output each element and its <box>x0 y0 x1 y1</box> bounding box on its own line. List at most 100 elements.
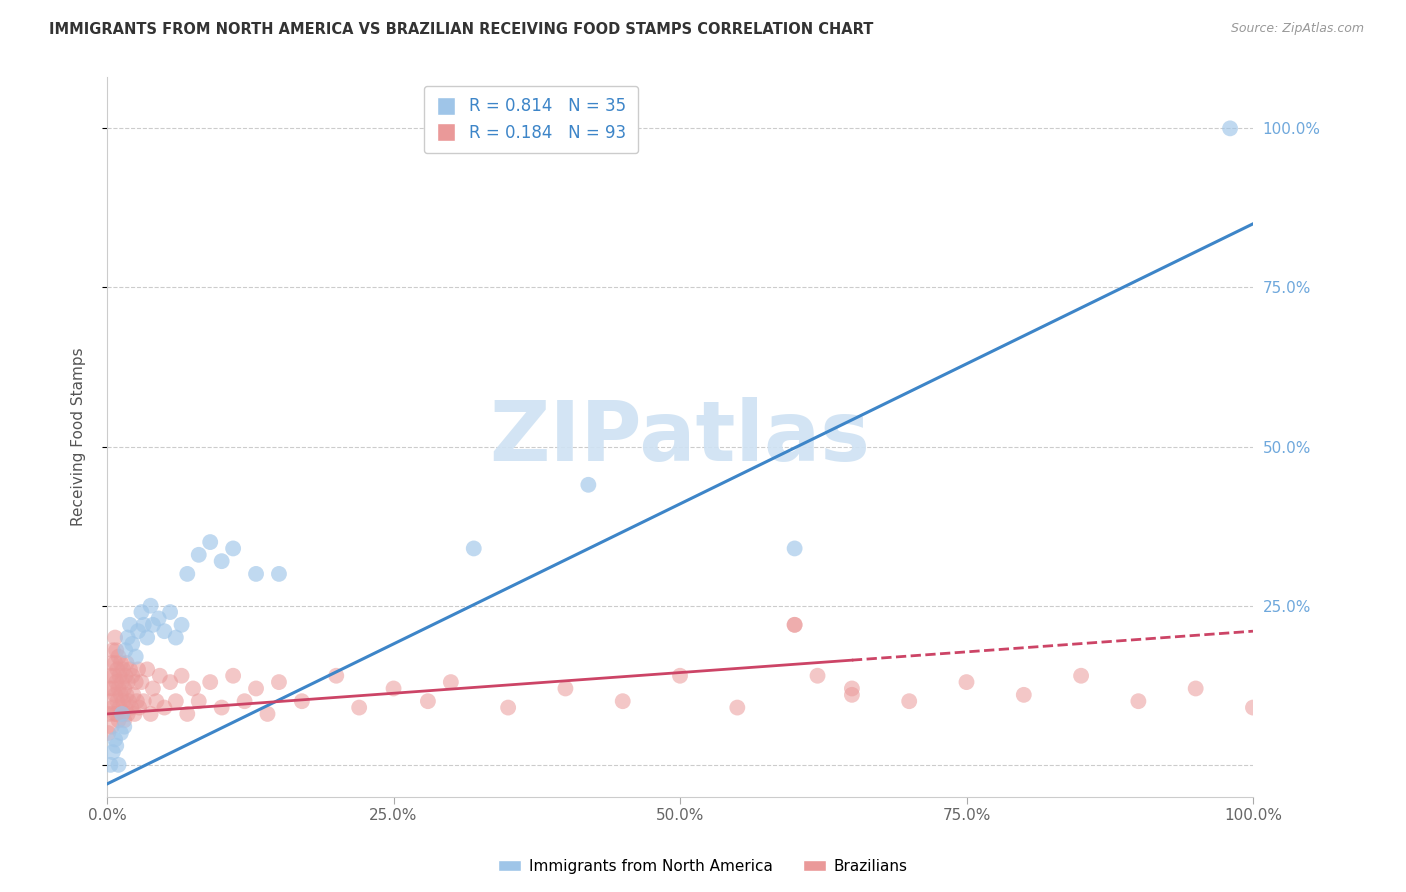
Point <box>200 535 222 549</box>
Point <box>114 643 136 657</box>
Point <box>118 617 141 632</box>
Point <box>104 631 127 645</box>
Point <box>416 694 439 708</box>
Point <box>612 694 634 708</box>
Legend: Immigrants from North America, Brazilians: Immigrants from North America, Brazilian… <box>492 853 914 880</box>
Point <box>291 694 314 708</box>
Point <box>112 694 135 708</box>
Point <box>127 662 149 676</box>
Y-axis label: Receiving Food Stamps: Receiving Food Stamps <box>72 348 86 526</box>
Point <box>382 681 405 696</box>
Point <box>121 669 143 683</box>
Point <box>783 617 806 632</box>
Point <box>1128 694 1150 708</box>
Point <box>105 739 128 753</box>
Text: Source: ZipAtlas.com: Source: ZipAtlas.com <box>1230 22 1364 36</box>
Point <box>176 566 198 581</box>
Point <box>267 675 290 690</box>
Point <box>245 566 267 581</box>
Point <box>783 541 806 556</box>
Point <box>187 694 209 708</box>
Point <box>105 643 128 657</box>
Point <box>120 700 142 714</box>
Text: IMMIGRANTS FROM NORTH AMERICA VS BRAZILIAN RECEIVING FOOD STAMPS CORRELATION CHA: IMMIGRANTS FROM NORTH AMERICA VS BRAZILI… <box>49 22 873 37</box>
Point <box>125 694 148 708</box>
Point <box>101 700 124 714</box>
Point <box>181 681 204 696</box>
Point <box>806 669 828 683</box>
Point <box>440 675 463 690</box>
Point <box>100 694 122 708</box>
Point <box>1012 688 1035 702</box>
Point <box>115 688 138 702</box>
Point <box>105 662 128 676</box>
Point <box>841 688 863 702</box>
Point <box>153 624 176 639</box>
Point <box>100 669 122 683</box>
Point <box>955 675 977 690</box>
Point <box>165 694 187 708</box>
Point <box>256 706 278 721</box>
Point <box>101 681 124 696</box>
Point <box>100 656 122 670</box>
Point <box>112 720 135 734</box>
Point <box>131 605 153 619</box>
Point <box>98 706 121 721</box>
Point <box>108 700 131 714</box>
Point <box>122 688 145 702</box>
Point <box>117 631 139 645</box>
Point <box>554 681 576 696</box>
Point <box>100 757 122 772</box>
Point <box>148 611 170 625</box>
Point <box>124 706 146 721</box>
Point <box>107 714 129 728</box>
Point <box>112 714 135 728</box>
Text: ZIPatlas: ZIPatlas <box>489 397 870 477</box>
Point <box>98 681 121 696</box>
Point <box>898 694 921 708</box>
Point <box>222 669 245 683</box>
Point <box>496 700 519 714</box>
Point <box>117 706 139 721</box>
Legend: R = 0.814   N = 35, R = 0.184   N = 93: R = 0.814 N = 35, R = 0.184 N = 93 <box>425 86 638 153</box>
Point <box>110 688 132 702</box>
Point <box>176 706 198 721</box>
Point <box>142 681 165 696</box>
Point <box>97 726 120 740</box>
Point <box>125 675 148 690</box>
Point <box>463 541 485 556</box>
Point <box>1241 700 1264 714</box>
Point <box>1070 669 1092 683</box>
Point <box>139 599 162 613</box>
Point <box>104 732 127 747</box>
Point <box>108 669 131 683</box>
Point <box>233 694 256 708</box>
Point <box>104 656 127 670</box>
Point <box>669 669 692 683</box>
Point <box>576 477 599 491</box>
Point <box>783 617 806 632</box>
Point <box>132 694 155 708</box>
Point <box>128 700 150 714</box>
Point <box>107 681 129 696</box>
Point <box>325 669 347 683</box>
Point <box>245 681 267 696</box>
Point <box>1219 121 1241 136</box>
Point <box>170 617 193 632</box>
Point <box>100 720 122 734</box>
Point <box>347 700 370 714</box>
Point <box>105 706 128 721</box>
Point <box>153 700 176 714</box>
Point <box>105 694 128 708</box>
Point <box>200 675 222 690</box>
Point <box>211 700 233 714</box>
Point <box>118 694 141 708</box>
Point <box>125 649 148 664</box>
Point <box>118 662 141 676</box>
Point <box>111 706 134 721</box>
Point <box>170 669 193 683</box>
Point <box>145 694 167 708</box>
Point <box>112 681 135 696</box>
Point <box>107 757 129 772</box>
Point <box>114 700 136 714</box>
